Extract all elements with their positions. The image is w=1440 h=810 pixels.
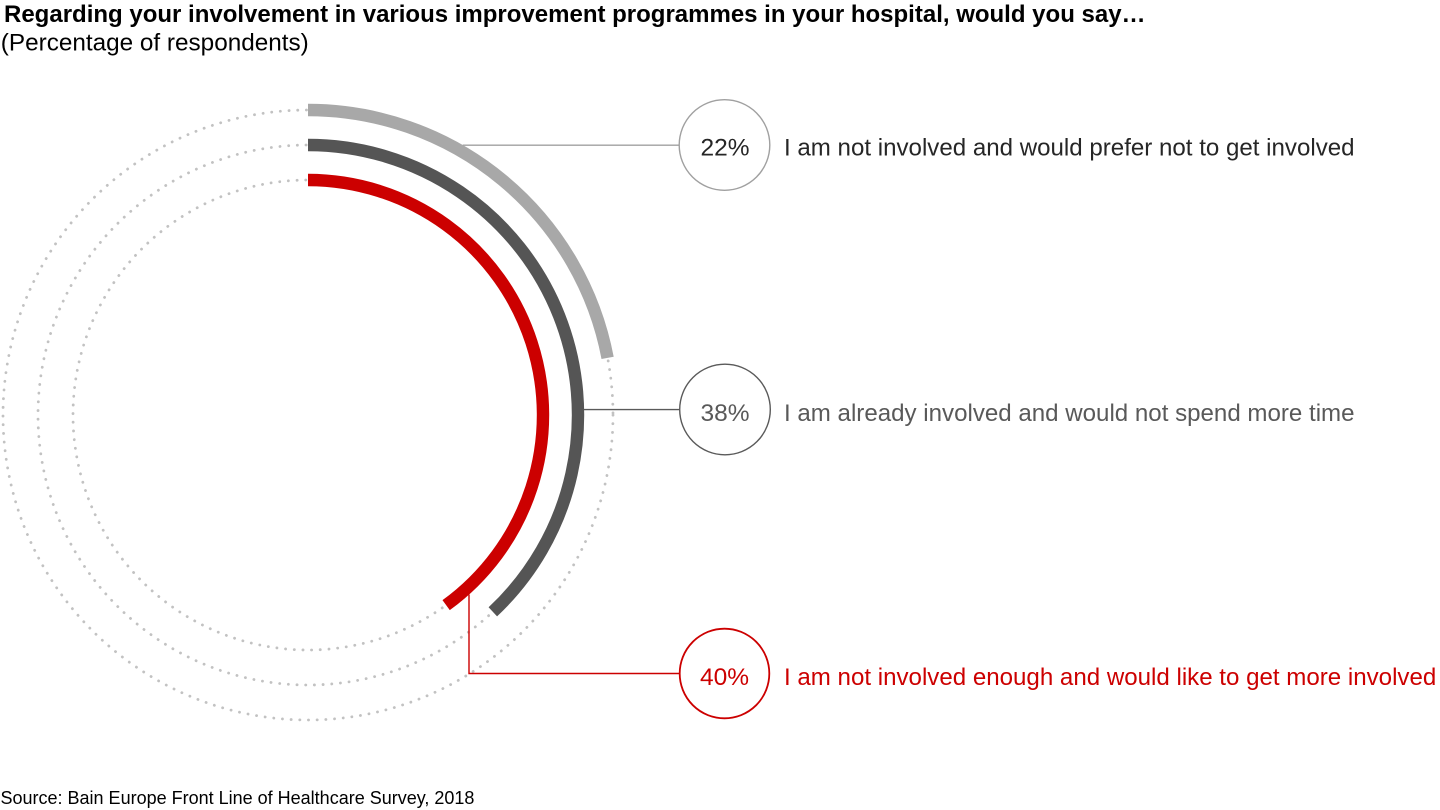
svg-text:22%: 22% [700, 135, 749, 162]
svg-text:I am already involved and woul: I am already involved and would not spen… [784, 400, 1355, 427]
svg-text:Regarding your involvement in: Regarding your involvement in various im… [4, 1, 1146, 28]
svg-text:38%: 38% [700, 400, 749, 427]
svg-text:(Percentage of respondents): (Percentage of respondents) [1, 30, 309, 57]
svg-text:40%: 40% [700, 664, 749, 691]
svg-text:I am not involved enough and w: I am not involved enough and would like … [784, 664, 1436, 691]
svg-text:I am not involved and would pr: I am not involved and would prefer not t… [784, 135, 1355, 162]
svg-text:Source: Bain Europe Front Line: Source: Bain Europe Front Line of Health… [1, 788, 475, 808]
